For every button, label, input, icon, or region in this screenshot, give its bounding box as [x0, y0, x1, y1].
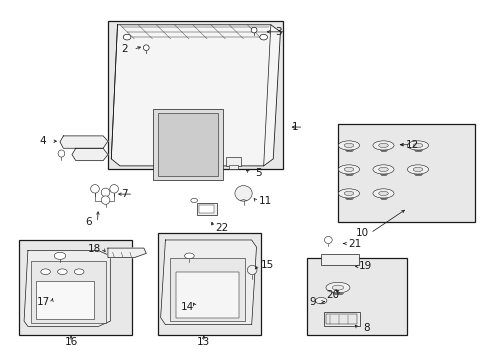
Ellipse shape [372, 189, 393, 198]
Bar [108, 21, 282, 170]
Ellipse shape [259, 34, 267, 40]
Polygon shape [111, 25, 280, 166]
Text: 10: 10 [355, 228, 368, 238]
Ellipse shape [331, 285, 343, 290]
Bar [36, 280, 93, 319]
Text: 5: 5 [255, 168, 262, 178]
Polygon shape [160, 240, 256, 325]
Bar [19, 240, 132, 335]
Ellipse shape [58, 150, 64, 157]
Bar [170, 258, 244, 321]
Ellipse shape [338, 141, 359, 150]
Ellipse shape [251, 27, 256, 33]
Polygon shape [24, 251, 110, 327]
Ellipse shape [324, 237, 331, 243]
Ellipse shape [315, 297, 326, 304]
Ellipse shape [344, 191, 353, 195]
Ellipse shape [190, 198, 197, 203]
Text: 21: 21 [347, 239, 361, 248]
Text: 3: 3 [274, 27, 281, 37]
Polygon shape [72, 148, 108, 161]
Text: 2: 2 [121, 45, 128, 54]
Text: 17: 17 [37, 297, 50, 307]
Bar [321, 254, 358, 265]
Text: 7: 7 [121, 189, 128, 199]
Ellipse shape [378, 191, 387, 195]
Bar [306, 258, 407, 335]
Bar [226, 157, 240, 166]
Bar [176, 272, 238, 318]
Bar [229, 165, 237, 170]
Bar [158, 113, 218, 176]
Ellipse shape [247, 265, 256, 275]
Ellipse shape [184, 253, 194, 259]
Ellipse shape [234, 186, 252, 201]
Ellipse shape [123, 34, 131, 40]
Bar [337, 123, 473, 222]
Ellipse shape [412, 167, 422, 171]
Text: 16: 16 [64, 337, 78, 347]
Bar [326, 314, 356, 324]
Ellipse shape [325, 282, 349, 293]
Polygon shape [108, 248, 146, 258]
Text: 18: 18 [88, 244, 101, 254]
Ellipse shape [372, 141, 393, 150]
Ellipse shape [74, 269, 84, 275]
Text: 6: 6 [85, 217, 92, 227]
Text: 13: 13 [197, 337, 210, 347]
Ellipse shape [90, 185, 99, 193]
Text: 20: 20 [326, 290, 339, 300]
Ellipse shape [41, 269, 50, 275]
Ellipse shape [372, 165, 393, 174]
Ellipse shape [338, 165, 359, 174]
Ellipse shape [338, 189, 359, 198]
Ellipse shape [378, 167, 387, 171]
Text: 12: 12 [405, 140, 418, 150]
Ellipse shape [344, 143, 353, 148]
Ellipse shape [143, 45, 149, 50]
Bar [196, 203, 216, 215]
Polygon shape [60, 136, 108, 148]
Text: 8: 8 [363, 323, 369, 333]
Ellipse shape [110, 185, 118, 193]
Text: 9: 9 [309, 297, 316, 307]
Ellipse shape [54, 252, 65, 259]
Bar [323, 312, 359, 327]
Bar [153, 109, 223, 180]
Text: 1: 1 [291, 122, 298, 132]
Ellipse shape [412, 143, 422, 148]
Ellipse shape [58, 269, 67, 275]
Text: 4: 4 [40, 136, 46, 146]
Text: 15: 15 [260, 260, 274, 270]
Text: 19: 19 [358, 261, 371, 271]
Text: 11: 11 [258, 196, 271, 206]
Ellipse shape [101, 196, 110, 204]
Text: 22: 22 [215, 222, 228, 233]
Ellipse shape [378, 143, 387, 148]
Bar [158, 233, 261, 335]
Ellipse shape [407, 141, 427, 150]
Bar [31, 261, 105, 323]
Ellipse shape [407, 165, 427, 174]
Bar [199, 205, 213, 213]
Text: 14: 14 [180, 302, 193, 312]
Ellipse shape [344, 167, 353, 171]
Ellipse shape [101, 188, 110, 197]
